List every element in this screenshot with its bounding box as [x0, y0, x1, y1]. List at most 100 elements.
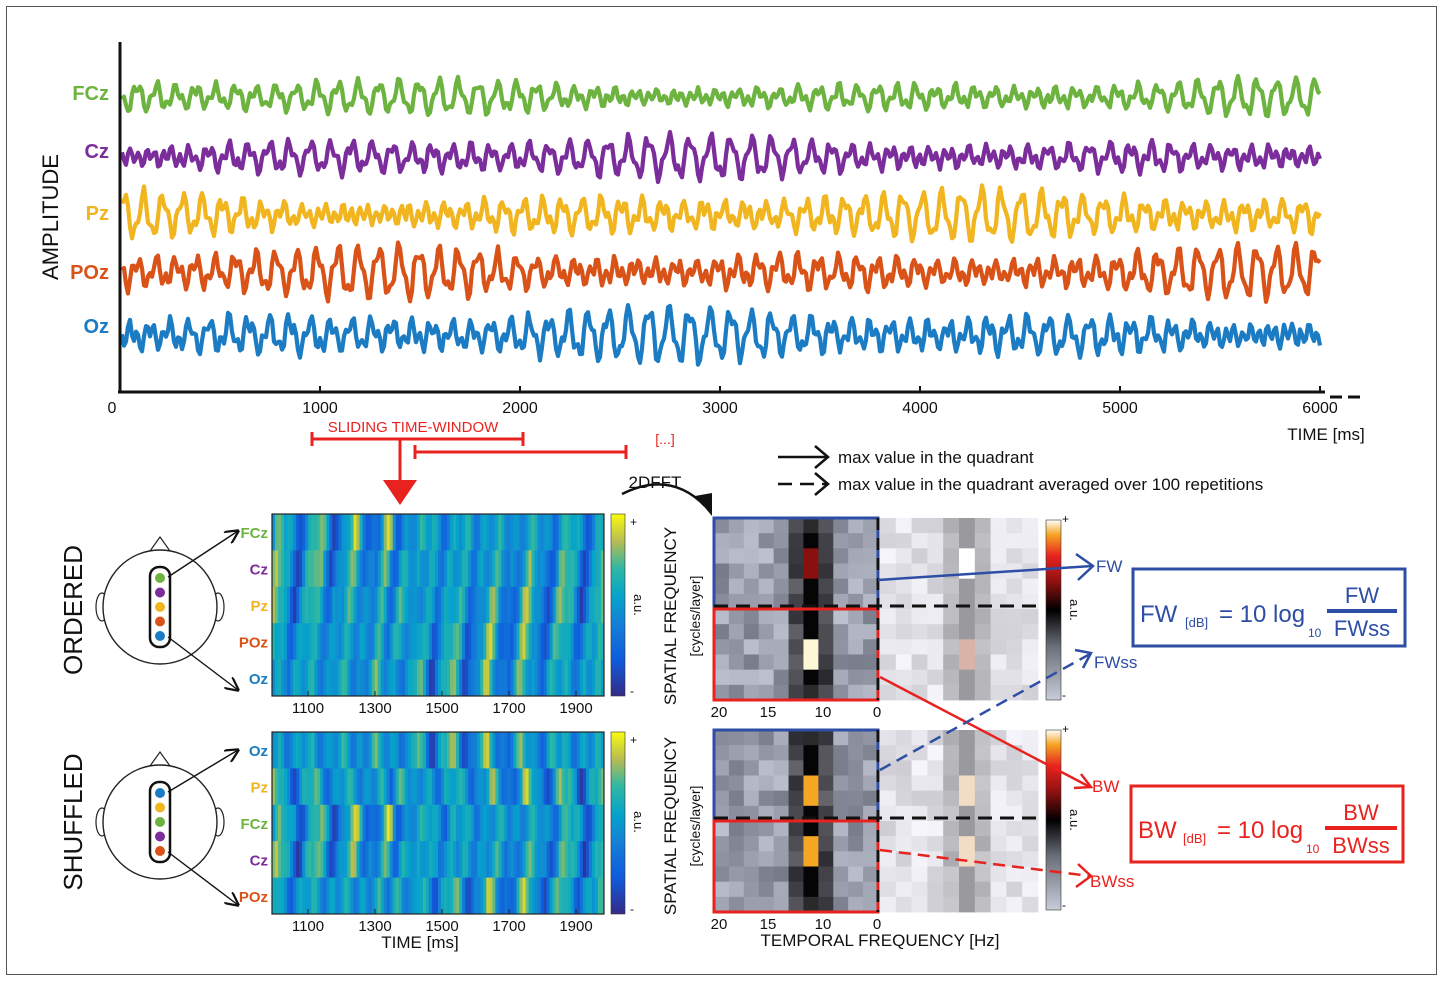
fft-cell	[743, 563, 760, 580]
fft-faded-cell	[911, 654, 928, 671]
fft-faded-cell	[911, 866, 928, 883]
heatmap-cell	[474, 659, 478, 697]
heatmap-cell	[588, 514, 593, 551]
heatmap-cell	[462, 659, 466, 697]
heatmap-cell	[308, 586, 312, 624]
fft-cell	[803, 669, 819, 686]
heatmap-cell	[522, 732, 526, 769]
heatmap-cell	[483, 586, 487, 624]
fft-cell	[863, 745, 879, 761]
heatmap-row-label: Pz	[250, 598, 268, 615]
head-nose	[149, 535, 171, 552]
fft-cell	[863, 609, 879, 625]
fft-cell	[714, 563, 730, 580]
heatmap-cell	[374, 804, 379, 842]
fft-cell	[743, 654, 760, 671]
heatmap-cell	[341, 768, 345, 806]
heatmap-cell	[296, 877, 300, 915]
heatmap-cell	[359, 586, 363, 624]
fft-cell	[848, 639, 864, 655]
heatmap-cell	[438, 841, 442, 878]
fft-cell	[803, 896, 819, 913]
heatmap-cell	[317, 659, 321, 697]
heatmap-cell	[465, 877, 469, 915]
heatmap-cell	[576, 841, 581, 878]
fft-cell	[714, 821, 730, 837]
heatmap-cell	[549, 623, 554, 660]
heatmap-cell	[317, 841, 321, 878]
heatmap-cell	[522, 768, 526, 806]
heatmap-cell	[459, 841, 463, 878]
heatmap-cell	[582, 804, 587, 842]
fft-faded-cell	[1006, 669, 1023, 686]
heatmap-cell	[474, 804, 478, 842]
fft-faded-cell	[1022, 821, 1039, 837]
heatmap-cell	[600, 768, 605, 806]
heatmap-cell	[444, 841, 448, 878]
heatmap-cell	[534, 586, 538, 624]
heatmap-cell	[462, 804, 466, 842]
bwss-arrow	[879, 848, 1091, 878]
heatmap-cell	[419, 586, 424, 624]
fft-faded-cell	[895, 548, 912, 564]
heatmap-cell	[510, 659, 514, 697]
heatmap-cell	[579, 877, 584, 915]
ordered-colorbar: + - a.u.	[610, 513, 646, 698]
heatmap-cell	[522, 659, 526, 697]
heatmap-cell	[329, 804, 333, 842]
fft-faded-cell	[943, 578, 960, 595]
heatmap-cell	[401, 659, 406, 697]
fft-cell	[773, 639, 789, 655]
heatmap-cell	[359, 659, 363, 697]
heatmap-cell	[561, 732, 566, 769]
heatmap-cell	[522, 514, 526, 551]
heatmap-cell	[431, 804, 436, 842]
fft-cell	[863, 684, 879, 701]
heatmap-cell	[320, 877, 324, 915]
fft-cell	[714, 866, 730, 883]
heatmap-cell	[305, 877, 309, 915]
heatmap-cell	[582, 877, 587, 915]
heatmap-cell	[489, 804, 493, 842]
heatmap-cell	[501, 732, 505, 769]
heatmap-cell	[525, 623, 529, 660]
heatmap-cell	[425, 623, 430, 660]
heatmap-cell	[450, 877, 454, 915]
fft-faded-cell	[1006, 548, 1023, 564]
heatmap-cell	[281, 768, 285, 806]
heatmap-cell	[579, 841, 584, 878]
heatmap-row-label: Cz	[250, 852, 268, 869]
heatmap-cell	[386, 732, 391, 769]
fft-cell	[743, 518, 760, 534]
heatmap-cell	[323, 804, 327, 842]
window-ellipsis: [...]	[655, 431, 674, 447]
fft-cell	[773, 866, 789, 883]
heatmap-cell	[540, 514, 545, 551]
heatmap-cell	[386, 623, 391, 660]
fft-faded-cell	[959, 836, 976, 852]
heatmap-cell	[380, 659, 385, 697]
fft-faded-cell	[1006, 730, 1023, 746]
heatmap-cell	[356, 804, 360, 842]
head-arrow-bottom	[167, 851, 238, 905]
heatmap-cell	[320, 514, 324, 551]
heatmap-cell	[296, 586, 300, 624]
heatmap-cell	[305, 768, 309, 806]
heatmap-cell	[546, 623, 551, 660]
heatmap-cell	[434, 623, 439, 660]
fft-cell	[773, 518, 789, 534]
heatmap-cell	[552, 768, 557, 806]
heatmap-cell	[305, 586, 309, 624]
fft-faded-cell	[911, 548, 928, 564]
fft-faded-cell	[880, 518, 897, 534]
heatmap-cell	[480, 623, 484, 660]
heatmap-cell	[591, 550, 596, 588]
heatmap-cell	[567, 841, 572, 878]
fft-faded-cell	[880, 533, 897, 549]
heatmap-cell	[498, 877, 502, 915]
heatmap-cell	[383, 550, 388, 588]
heatmap-cell	[386, 804, 391, 842]
fft-faded-cell	[895, 836, 912, 852]
fft-cell	[803, 881, 819, 898]
heatmap-cell	[290, 732, 294, 769]
